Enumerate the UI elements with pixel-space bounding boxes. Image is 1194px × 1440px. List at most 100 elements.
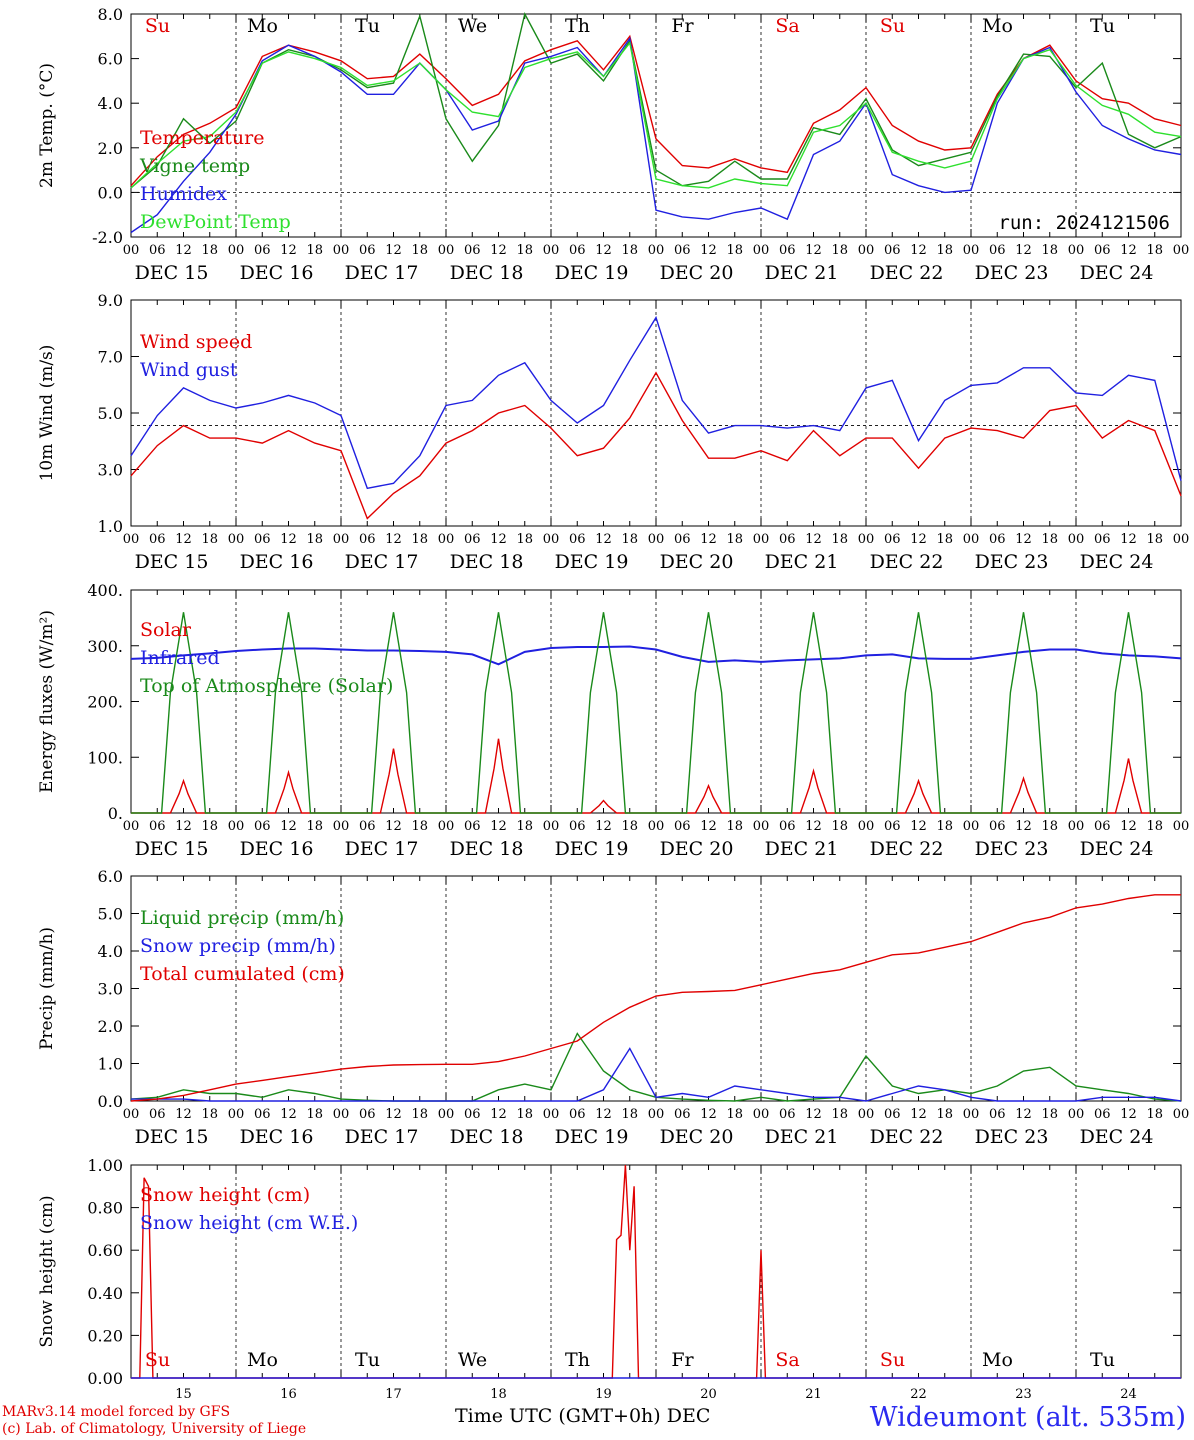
x-hour-label: 06 <box>359 819 376 834</box>
x-hour-label: 00 <box>1068 243 1085 258</box>
x-day-label: DEC 17 <box>345 551 419 573</box>
x-hour-label: 06 <box>674 1107 691 1122</box>
model-credit: MARv3.14 model forced by GFS <box>2 1404 231 1420</box>
weekday-label: Su <box>880 1349 905 1371</box>
series-line-dewpoint-temp <box>130 41 1182 189</box>
x-hour-label: 00 <box>438 243 455 258</box>
y-tick-label: 8.0 <box>98 5 123 24</box>
x-day-label: DEC 16 <box>240 262 314 284</box>
x-hour-label: 18 <box>726 819 743 834</box>
series-line-infrared <box>130 645 1182 666</box>
legend-entry: Solar <box>140 619 192 641</box>
x-hour-label: 18 <box>201 243 218 258</box>
x-day-label: DEC 24 <box>1080 551 1154 573</box>
x-hour-label: 06 <box>569 1107 586 1122</box>
y-tick-label: 3.0 <box>98 980 123 999</box>
x-axis-title: Time UTC (GMT+0h) DEC <box>455 1405 710 1427</box>
x-hour-label: 06 <box>884 532 901 547</box>
x-axis-title-text: Time UTC (GMT+0h) <box>455 1405 661 1427</box>
weekday-label: Tu <box>1090 15 1115 37</box>
x-hour-label: 06 <box>884 243 901 258</box>
weekday-label: We <box>458 15 487 37</box>
x-hour-label: 12 <box>175 1107 192 1122</box>
series-line-snow-precip-mm-h- <box>131 1047 1182 1102</box>
series-line-wind-speed <box>130 371 1182 520</box>
x-hour-label: 00 <box>543 243 560 258</box>
x-day-number: 17 <box>385 1387 402 1402</box>
x-hour-label: 00 <box>228 819 245 834</box>
x-day-label: DEC 23 <box>975 262 1049 284</box>
x-hour-label: 12 <box>595 819 612 834</box>
x-hour-label: 12 <box>910 243 927 258</box>
x-day-label: DEC 21 <box>765 1126 839 1148</box>
x-hour-label: 06 <box>989 819 1006 834</box>
x-hour-label: 00 <box>123 243 140 258</box>
weekday-label: Th <box>565 15 590 37</box>
x-day-label: DEC 23 <box>975 1126 1049 1148</box>
x-hour-label: 12 <box>1120 532 1137 547</box>
x-hour-label: 00 <box>333 1107 350 1122</box>
x-day-number: 18 <box>490 1387 507 1402</box>
x-day-label: DEC 23 <box>975 551 1049 573</box>
x-day-label: DEC 22 <box>870 262 944 284</box>
x-hour-label: 00 <box>228 243 245 258</box>
x-hour-label: 18 <box>936 243 953 258</box>
series-line-total-cumulated-cm- <box>130 894 1181 1102</box>
x-hour-label: 12 <box>1015 532 1032 547</box>
x-hour-label: 18 <box>516 819 533 834</box>
x-day-number: 23 <box>1015 1387 1032 1402</box>
x-day-label: DEC 16 <box>240 1126 314 1148</box>
x-axis-month: DEC <box>666 1405 711 1427</box>
series-line-wind-gust <box>130 315 1182 490</box>
y-tick-label: 5.0 <box>98 905 123 924</box>
x-hour-label: 00 <box>438 532 455 547</box>
y-tick-label: 6.0 <box>98 867 123 886</box>
x-hour-label: 12 <box>1015 819 1032 834</box>
x-hour-label: 12 <box>175 819 192 834</box>
x-hour-label: 06 <box>779 819 796 834</box>
station-name: Wideumont (alt. 535m) <box>869 1402 1186 1433</box>
x-hour-label: 00 <box>648 243 665 258</box>
x-hour-label: 18 <box>411 819 428 834</box>
x-day-label: DEC 19 <box>555 262 629 284</box>
x-hour-label: 18 <box>726 532 743 547</box>
y-tick-label: 1.0 <box>98 517 123 536</box>
x-day-label: DEC 21 <box>765 838 839 860</box>
x-hour-label: 06 <box>884 819 901 834</box>
x-hour-label: 12 <box>595 532 612 547</box>
series-line-liquid-precip-mm-h- <box>130 1032 1182 1102</box>
weekday-label: Tu <box>355 1349 380 1371</box>
x-hour-label: 18 <box>516 1107 533 1122</box>
x-hour-label: 00 <box>858 532 875 547</box>
x-hour-label: 18 <box>411 1107 428 1122</box>
x-day-number: 24 <box>1120 1387 1137 1402</box>
x-hour-label: 12 <box>805 819 822 834</box>
y-axis-label: Snow height (cm) <box>37 1195 57 1347</box>
x-day-label: DEC 17 <box>345 838 419 860</box>
x-hour-label: 06 <box>1094 819 1111 834</box>
x-hour-label: 06 <box>779 1107 796 1122</box>
series-line-humidex <box>130 36 1182 234</box>
x-hour-label: 12 <box>805 243 822 258</box>
x-day-label: DEC 22 <box>870 551 944 573</box>
x-hour-label: 06 <box>149 243 166 258</box>
weekday-label: Mo <box>982 15 1013 37</box>
y-tick-label: 0.60 <box>87 1241 123 1260</box>
x-day-number: 16 <box>280 1387 297 1402</box>
x-hour-label: 12 <box>1015 243 1032 258</box>
legend-entry: Humidex <box>140 183 227 205</box>
x-hour-label: 18 <box>621 243 638 258</box>
x-hour-label: 00 <box>858 819 875 834</box>
weekday-label: Tu <box>355 15 380 37</box>
x-hour-label: 06 <box>1094 243 1111 258</box>
series-line-vigne-temp <box>130 12 1182 189</box>
x-hour-label: 18 <box>1146 819 1163 834</box>
y-tick-label: 0.20 <box>87 1326 123 1345</box>
x-hour-label: 18 <box>1146 243 1163 258</box>
series-line-top-of-atmosphere-solar- <box>131 612 1181 814</box>
x-hour-label: 06 <box>254 819 271 834</box>
y-tick-label: 1.0 <box>98 1055 123 1074</box>
x-hour-label: 00 <box>753 819 770 834</box>
x-hour-label: 06 <box>1094 1107 1111 1122</box>
